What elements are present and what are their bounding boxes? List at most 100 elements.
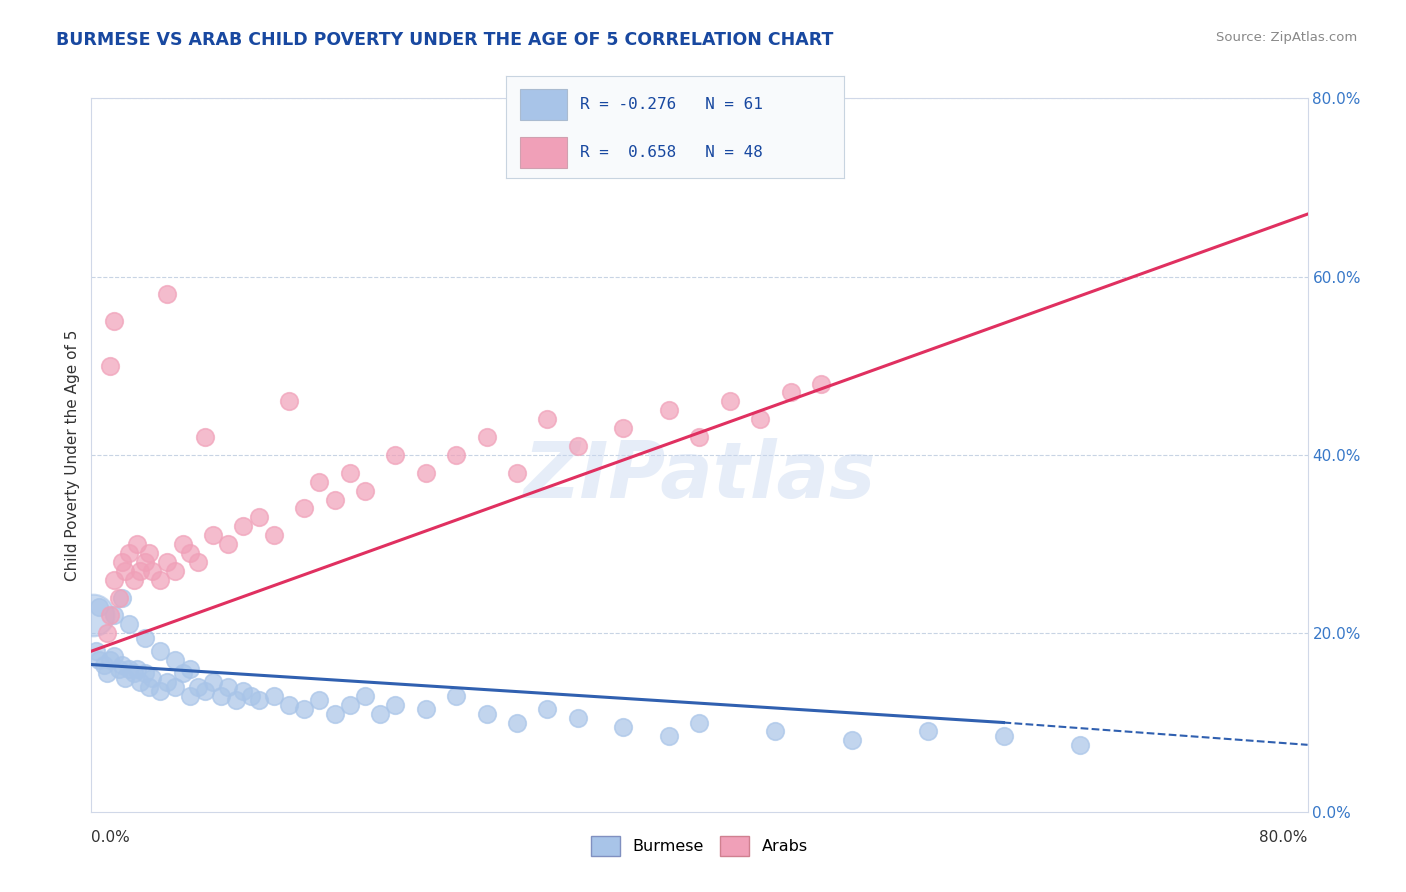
Point xyxy=(103,314,125,328)
Point xyxy=(202,528,225,542)
Point xyxy=(114,564,136,578)
Point xyxy=(84,644,107,658)
Point xyxy=(278,698,301,712)
Point xyxy=(103,573,125,587)
Point xyxy=(87,599,110,614)
Point xyxy=(125,537,148,551)
Point xyxy=(384,448,406,462)
Point xyxy=(118,617,141,632)
Legend: Burmese, Arabs: Burmese, Arabs xyxy=(585,830,814,863)
Text: R = -0.276   N = 61: R = -0.276 N = 61 xyxy=(581,97,763,112)
Text: 0.0%: 0.0% xyxy=(91,830,131,845)
Point xyxy=(384,698,406,712)
Point xyxy=(156,555,179,569)
Point xyxy=(247,510,270,524)
Point xyxy=(278,394,301,409)
Point xyxy=(217,537,239,551)
Point xyxy=(202,675,225,690)
Point xyxy=(134,666,156,681)
Point xyxy=(179,689,201,703)
Point xyxy=(232,684,254,698)
Point xyxy=(444,689,467,703)
Point xyxy=(263,528,285,542)
Point xyxy=(107,662,129,676)
Point xyxy=(118,546,141,560)
Point xyxy=(107,591,129,605)
Point xyxy=(125,662,148,676)
Point xyxy=(240,689,263,703)
Point xyxy=(134,631,156,645)
Point xyxy=(138,546,160,560)
Point xyxy=(209,689,232,703)
Point xyxy=(118,662,141,676)
Point xyxy=(536,702,558,716)
Point xyxy=(475,430,498,444)
Point xyxy=(658,729,681,743)
Point xyxy=(163,653,186,667)
Point xyxy=(688,715,710,730)
Point xyxy=(308,475,330,489)
Point xyxy=(354,483,377,498)
Point xyxy=(111,591,134,605)
Point xyxy=(263,689,285,703)
Text: ZIPatlas: ZIPatlas xyxy=(523,438,876,515)
Point xyxy=(536,412,558,426)
Point xyxy=(810,376,832,391)
Point xyxy=(658,403,681,417)
Point xyxy=(149,573,172,587)
Point xyxy=(688,430,710,444)
Point xyxy=(96,666,118,681)
Point xyxy=(217,680,239,694)
Y-axis label: Child Poverty Under the Age of 5: Child Poverty Under the Age of 5 xyxy=(65,329,80,581)
Point xyxy=(172,666,194,681)
Point xyxy=(122,573,145,587)
Point xyxy=(194,684,217,698)
Point xyxy=(122,666,145,681)
Point xyxy=(339,698,361,712)
Point xyxy=(82,608,104,623)
Point xyxy=(134,555,156,569)
Point xyxy=(612,720,634,734)
Text: 80.0%: 80.0% xyxy=(1260,830,1308,845)
Point xyxy=(179,662,201,676)
Point xyxy=(156,287,179,301)
Point xyxy=(339,466,361,480)
Point xyxy=(129,564,152,578)
Point xyxy=(163,680,186,694)
Point xyxy=(114,671,136,685)
Point xyxy=(87,653,110,667)
Point xyxy=(323,706,346,721)
Point xyxy=(187,555,209,569)
Point xyxy=(567,711,589,725)
Point xyxy=(292,702,315,716)
Point xyxy=(103,608,125,623)
Point xyxy=(444,448,467,462)
Point xyxy=(232,519,254,533)
Point xyxy=(506,715,529,730)
Point xyxy=(917,724,939,739)
Point xyxy=(179,546,201,560)
Text: Source: ZipAtlas.com: Source: ZipAtlas.com xyxy=(1216,31,1357,45)
Point xyxy=(841,733,863,747)
Point xyxy=(765,724,787,739)
Point xyxy=(138,680,160,694)
Point xyxy=(141,671,163,685)
Point xyxy=(749,412,772,426)
Point xyxy=(612,421,634,435)
Point xyxy=(141,564,163,578)
Point xyxy=(129,675,152,690)
Point xyxy=(98,608,121,623)
Point xyxy=(194,430,217,444)
Point xyxy=(149,644,172,658)
Point xyxy=(475,706,498,721)
Point xyxy=(1069,738,1091,752)
Bar xyxy=(520,137,567,168)
Point xyxy=(506,466,529,480)
Point xyxy=(172,537,194,551)
Point xyxy=(415,702,437,716)
Point xyxy=(292,501,315,516)
Bar xyxy=(520,89,567,120)
Point xyxy=(111,657,134,672)
Point xyxy=(98,359,121,373)
Point xyxy=(567,439,589,453)
